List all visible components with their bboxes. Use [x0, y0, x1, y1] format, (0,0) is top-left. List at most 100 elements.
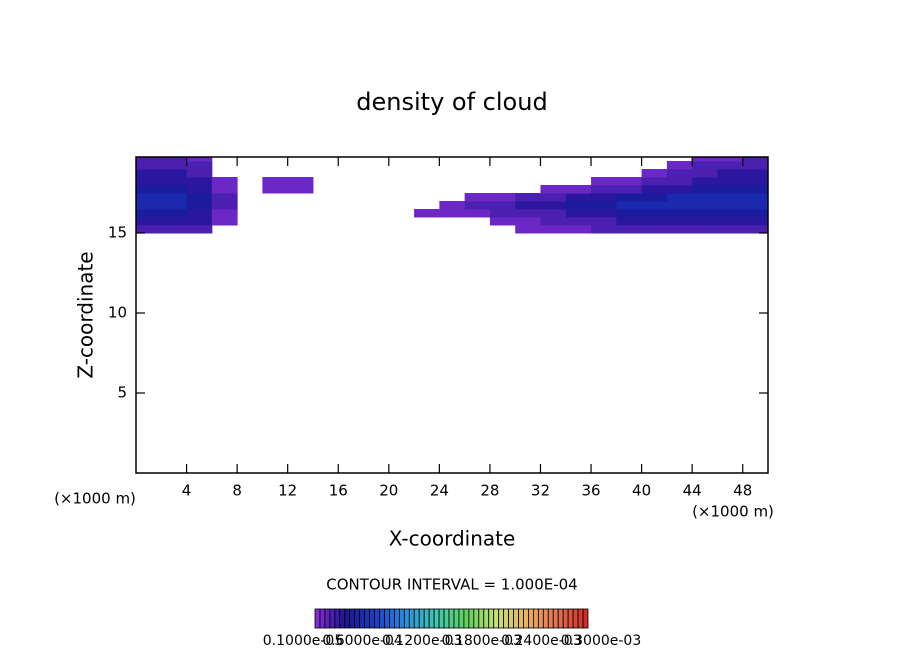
contour-cell	[742, 193, 768, 202]
contour-cell	[540, 201, 567, 210]
colorbar-stripe	[478, 608, 485, 629]
contour-cell	[616, 225, 643, 234]
contour-cell	[136, 217, 162, 226]
contour-cell	[692, 193, 718, 202]
colorbar-stripe	[403, 608, 410, 629]
contour-cell	[515, 217, 541, 226]
contour-cell	[439, 201, 466, 210]
contour-cell	[717, 209, 744, 218]
contour-cell	[742, 185, 768, 194]
colorbar-stripe	[513, 608, 519, 629]
contour-cell	[666, 209, 693, 218]
contour-cell	[186, 193, 213, 202]
contour-cell	[641, 177, 668, 186]
contour-cell	[616, 177, 643, 186]
contour-cell	[666, 217, 693, 226]
contour-interval: CONTOUR INTERVAL = 1.000E-04	[326, 576, 577, 594]
contour-cell	[666, 225, 693, 234]
contour-cell	[186, 169, 213, 178]
colorbar-stripe	[488, 608, 495, 629]
contour-cell	[717, 185, 744, 194]
contour-cell	[186, 185, 213, 194]
contour-cell	[641, 217, 668, 226]
contour-cell	[515, 209, 541, 218]
colorbar-stripe	[493, 608, 500, 629]
contour-cell	[717, 177, 744, 186]
contour-cell	[692, 177, 718, 186]
contour-cell	[186, 225, 213, 234]
contour-cell	[616, 185, 643, 194]
contour-cell	[489, 217, 516, 226]
colorbar-stripe	[314, 608, 321, 629]
colorbar-stripe	[349, 608, 356, 629]
contour-cell	[692, 217, 718, 226]
contour-cell	[742, 177, 768, 186]
contour-cell	[464, 193, 491, 202]
contour-cell	[161, 185, 188, 194]
contour-cell	[540, 209, 567, 218]
y-axis-label: Z-coordinate	[74, 251, 98, 378]
contour-cell	[136, 193, 162, 202]
colorbar-stripe	[359, 608, 366, 629]
colorbar-stripe	[384, 608, 390, 629]
colorbar-stripe	[468, 608, 475, 629]
contour-field	[136, 157, 768, 234]
contour-cell	[666, 185, 693, 194]
x-tick-label: 12	[278, 482, 297, 500]
colorbar-stripe	[458, 608, 465, 629]
x-tick-label: 32	[531, 482, 550, 500]
contour-cell	[464, 201, 491, 210]
contour-cell	[211, 185, 238, 194]
contour-cell	[489, 209, 516, 218]
contour-cell	[161, 177, 188, 186]
contour-cell	[666, 177, 693, 186]
contour-cell	[565, 225, 592, 234]
contour-cell	[136, 185, 162, 194]
colorbar-stripe	[443, 608, 450, 629]
contour-cell	[591, 209, 617, 218]
contour-cell	[211, 177, 238, 186]
contour-cell	[565, 209, 592, 218]
contour-cell	[742, 169, 768, 178]
colorbar-stripe	[562, 608, 569, 629]
contour-cell	[161, 225, 188, 234]
colorbar-stripe	[329, 608, 336, 629]
contour-cell	[616, 217, 643, 226]
contour-cell	[692, 185, 718, 194]
colorbar-stripe	[572, 608, 579, 629]
chart-title: density of cloud	[356, 88, 547, 116]
contour-cell	[439, 209, 466, 218]
contour-cell	[211, 193, 238, 202]
colorbar-label: 0.6000e-04	[322, 633, 403, 649]
colorbar-stripe	[577, 608, 584, 629]
contour-cell	[591, 185, 617, 194]
y-tick-label: 15	[108, 224, 127, 242]
colorbar-stripe	[408, 608, 415, 629]
colorbar-label: 0.1800e-03	[442, 633, 522, 649]
contour-cell	[464, 209, 491, 218]
contour-cell	[591, 201, 617, 210]
contour-cell	[565, 185, 592, 194]
contour-cell	[742, 157, 768, 162]
colorbar-stripe	[463, 608, 470, 629]
contour-cell	[717, 161, 744, 170]
contour-cell	[641, 201, 668, 210]
contour-cell	[136, 209, 162, 218]
contour-cell	[211, 201, 238, 210]
colorbar-stripe	[542, 608, 549, 629]
contour-cell	[591, 177, 617, 186]
colorbar-stripe	[379, 608, 385, 629]
contour-cell	[489, 201, 516, 210]
contour-cell	[641, 209, 668, 218]
contour-cell	[136, 161, 162, 170]
contour-cell	[742, 217, 768, 226]
colorbar-stripe	[374, 608, 380, 629]
contour-cell	[186, 177, 213, 186]
contour-cell	[717, 169, 744, 178]
colorbar-stripe	[582, 608, 589, 629]
colorbar-stripe	[339, 608, 346, 629]
contour-cell	[565, 193, 592, 202]
contour-cell	[186, 209, 213, 218]
x-tick-label: 8	[232, 482, 242, 500]
x-tick-label: 44	[683, 482, 702, 500]
